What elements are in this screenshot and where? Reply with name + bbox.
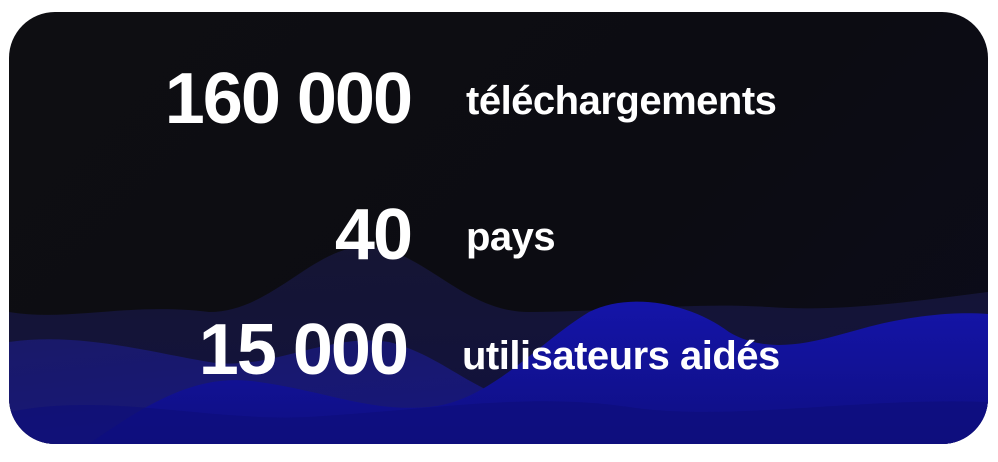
stat-label: utilisateurs aidés bbox=[462, 334, 780, 378]
stat-users-helped: 15 000 utilisateurs aidés bbox=[9, 310, 988, 390]
wave-background bbox=[9, 246, 988, 444]
stat-number: 40 bbox=[334, 195, 413, 275]
stat-number: 15 000 bbox=[198, 310, 409, 390]
wave-front bbox=[89, 301, 988, 444]
stat-downloads: 160 000 téléchargements bbox=[9, 59, 988, 139]
stats-card: 160 000 téléchargements 40 pays 15 000 u… bbox=[9, 12, 988, 444]
stat-number: 160 000 bbox=[164, 59, 413, 139]
wave-highlight bbox=[9, 401, 988, 444]
stat-label: pays bbox=[466, 215, 556, 259]
stat-countries: 40 pays bbox=[9, 195, 988, 275]
stat-label: téléchargements bbox=[466, 79, 777, 123]
